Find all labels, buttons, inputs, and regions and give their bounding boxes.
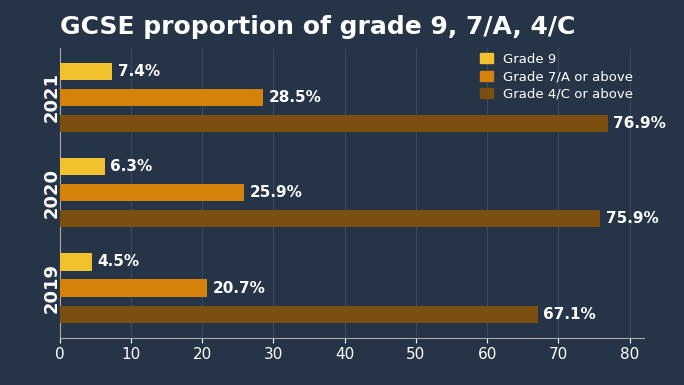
Text: 76.9%: 76.9% — [614, 116, 666, 131]
Bar — [60, 63, 112, 80]
Bar — [60, 253, 92, 271]
Text: 28.5%: 28.5% — [268, 90, 321, 105]
Bar — [60, 158, 105, 175]
Text: 4.5%: 4.5% — [97, 254, 140, 270]
Bar — [60, 115, 607, 132]
Bar — [60, 184, 244, 201]
Bar — [60, 280, 207, 296]
Bar — [60, 306, 538, 323]
Text: 7.4%: 7.4% — [118, 64, 160, 79]
Text: 25.9%: 25.9% — [250, 185, 303, 200]
Text: 6.3%: 6.3% — [110, 159, 153, 174]
Text: 75.9%: 75.9% — [606, 211, 659, 226]
Bar — [60, 210, 601, 228]
Text: GCSE proportion of grade 9, 7/A, 4/C: GCSE proportion of grade 9, 7/A, 4/C — [60, 15, 575, 39]
Text: 67.1%: 67.1% — [544, 306, 596, 321]
Text: 20.7%: 20.7% — [213, 281, 266, 296]
Bar — [60, 89, 263, 106]
Legend: Grade 9, Grade 7/A or above, Grade 4/C or above: Grade 9, Grade 7/A or above, Grade 4/C o… — [475, 49, 637, 105]
